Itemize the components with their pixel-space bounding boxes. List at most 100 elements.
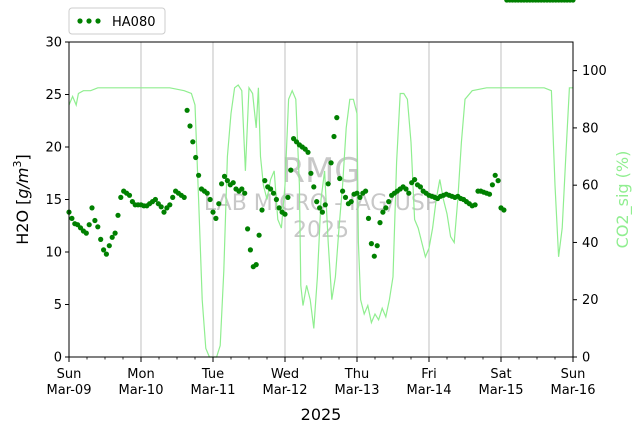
h2o-point [357,194,363,200]
h2o-point [383,205,389,211]
legend-marker [95,18,101,24]
h2o-point [340,188,346,194]
x-tick-label-date: Mar-13 [335,383,380,398]
h2o-point [270,190,277,196]
h2o-point [213,215,219,221]
h2o-point [181,194,187,200]
h2o-point [348,199,354,205]
legend-box [68,7,166,35]
h2o-series [66,0,576,270]
x-tick-label-day: Sun [57,367,82,382]
h2o-point [412,177,418,183]
x-tick-label-date: Mar-09 [47,383,92,398]
h2o-point [374,243,380,249]
h2o-point [273,196,279,203]
h2o-point [161,209,167,215]
h2o-point [305,149,311,155]
h2o-point [417,184,423,190]
h2o-point [342,194,349,200]
h2o-point [190,139,196,145]
left-tick-label: 30 [45,36,62,51]
h2o-point [224,178,230,184]
h2o-point [368,241,374,247]
h2o-point [403,186,409,192]
x-tick-label-day: Sat [490,367,511,382]
watermark-line-3: 2025 [293,218,349,243]
left-axis-label-unit: g/m [13,167,32,198]
h2o-point [334,115,340,121]
left-tick-label: 10 [45,246,62,261]
x-tick-label-date: Mar-10 [119,383,164,398]
x-tick-label-day: Tue [201,367,224,382]
grid [140,42,502,357]
h2o-point [112,230,118,236]
h2o-point [276,205,282,211]
h2o-point [380,209,386,215]
h2o-point [486,191,493,197]
x-axis-label: 2025 [301,405,342,424]
x-tick-label-day: Fri [421,367,437,382]
h2o-point [365,215,372,221]
h2o-point [86,222,92,228]
h2o-point [288,167,294,173]
h2o-point [331,133,337,140]
h2o-point [158,204,164,210]
h2o-point [152,196,158,203]
h2o-point [69,215,75,221]
h2o-point [328,160,334,166]
h2o-point [371,253,377,259]
h2o-point [101,247,107,253]
x-tick-label-date: Mar-16 [551,383,596,398]
right-tick-label: 0 [582,351,590,366]
h2o-point [106,243,112,249]
watermark-line-1: RMG [281,151,360,191]
h2o-point [83,230,89,236]
x-tick-label-day: Wed [271,367,299,382]
h2o-point [98,236,104,242]
left-axis-label: H2O [g/m3] [11,154,32,245]
h2o-point [207,196,213,203]
h2o-point [89,205,95,211]
h2o-point [204,190,210,196]
x-tick-label-date: Mar-14 [407,383,452,398]
h2o-point [319,209,325,215]
h2o-point [118,194,124,200]
h2o-point [210,209,216,215]
x-tick-label-day: Mon [127,367,154,382]
h2o-point [242,190,248,196]
left-axis-label-exp: 3 [11,160,24,167]
h2o-point [406,190,412,196]
right-axis: 0 20 40 60 80 100 [573,64,607,366]
h2o-point [167,202,173,208]
h2o-point [245,226,251,232]
h2o-point [314,199,320,205]
h2o-point [95,224,101,230]
h2o-point [377,220,383,226]
x-tick-label-day: Sun [561,367,586,382]
h2o-point [311,184,317,190]
h2o-point [495,178,501,184]
h2o-point [187,123,193,129]
h2o-point [103,251,109,257]
h2o-point [253,262,259,268]
h2o-point [285,194,291,200]
h2o-point [354,190,360,196]
right-tick-label: 60 [582,179,599,194]
h2o-point [221,173,228,179]
h2o-point [282,211,288,217]
h2o-point [184,107,190,113]
h2o-point [325,181,331,187]
h2o-point [472,202,478,208]
x-tick-label-day: Thu [344,367,369,382]
h2o-point [262,178,268,184]
right-axis-label: CO2_sig (%) [613,151,633,249]
h2o-point [247,247,253,253]
x-tick-label-date: Mar-12 [263,383,308,398]
h2o-point [363,188,369,194]
x-tick-label-date: Mar-11 [191,383,236,398]
left-tick-label: 5 [54,298,62,313]
h2o-point [337,175,343,182]
h2o-point [92,217,98,224]
h2o-point [193,154,199,161]
